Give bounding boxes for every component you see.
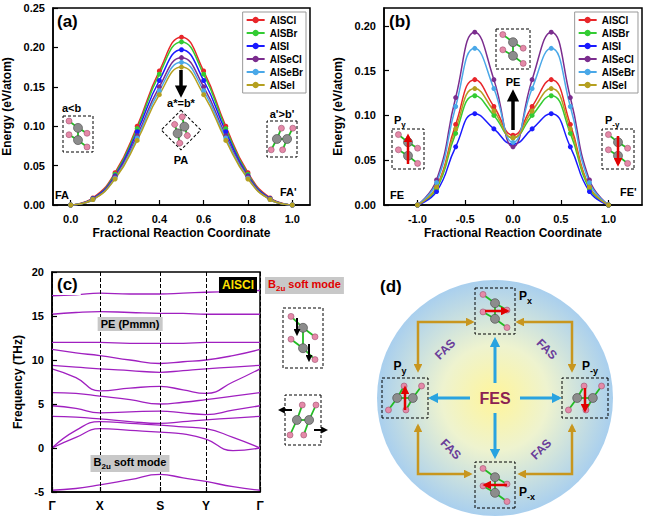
svg-text:1.0: 1.0 xyxy=(285,213,300,225)
svg-text:0.20: 0.20 xyxy=(355,20,376,32)
svg-text:Γ: Γ xyxy=(256,499,264,513)
svg-text:a<b: a<b xyxy=(62,102,82,114)
svg-text:FAS: FAS xyxy=(534,336,560,362)
svg-text:Fractional Reaction Coordinate: Fractional Reaction Coordinate xyxy=(424,226,602,240)
svg-text:AlSeBr: AlSeBr xyxy=(270,67,303,78)
svg-text:AlSeI: AlSeI xyxy=(270,80,295,91)
svg-text:(a): (a) xyxy=(57,12,78,31)
svg-text:AlSCl: AlSCl xyxy=(222,278,254,292)
svg-text:0.25: 0.25 xyxy=(24,2,45,14)
svg-text:Fractional Reaction Coordinate: Fractional Reaction Coordinate xyxy=(92,226,270,240)
svg-text:0.5: 0.5 xyxy=(553,213,568,225)
svg-text:FE': FE' xyxy=(620,186,637,198)
svg-text:0.15: 0.15 xyxy=(24,81,45,93)
svg-text:0.15: 0.15 xyxy=(355,65,376,77)
svg-text:0.00: 0.00 xyxy=(24,199,45,211)
svg-text:B2u soft mode: B2u soft mode xyxy=(268,278,341,293)
svg-text:5: 5 xyxy=(38,398,44,410)
svg-text:(c): (c) xyxy=(57,275,78,294)
svg-text:AlSeI: AlSeI xyxy=(602,80,627,91)
svg-text:S: S xyxy=(156,499,164,513)
svg-text:0.0: 0.0 xyxy=(63,213,78,225)
svg-text:0.00: 0.00 xyxy=(355,199,376,211)
svg-text:P-y: P-y xyxy=(582,359,598,376)
svg-text:0.20: 0.20 xyxy=(24,41,45,53)
svg-text:10: 10 xyxy=(32,354,44,366)
svg-text:Px: Px xyxy=(519,289,532,306)
svg-text:-1.0: -1.0 xyxy=(408,213,427,225)
svg-text:AlSI: AlSI xyxy=(602,41,622,52)
svg-text:(b): (b) xyxy=(389,12,411,31)
svg-text:PE (Pmmn): PE (Pmmn) xyxy=(101,318,160,330)
svg-text:X: X xyxy=(96,499,104,513)
svg-text:0.05: 0.05 xyxy=(355,154,376,166)
svg-text:P-y: P-y xyxy=(605,114,620,129)
svg-text:AlSCl: AlSCl xyxy=(602,15,629,26)
svg-text:Y: Y xyxy=(202,499,210,513)
svg-text:FE: FE xyxy=(390,189,404,201)
svg-text:Energy (eV/atom): Energy (eV/atom) xyxy=(0,57,14,156)
svg-text:AlSI: AlSI xyxy=(270,41,290,52)
svg-text:Py: Py xyxy=(393,359,406,376)
svg-text:0.10: 0.10 xyxy=(355,109,376,121)
svg-text:PE: PE xyxy=(506,76,521,88)
svg-text:AlSBr: AlSBr xyxy=(270,28,298,39)
svg-text:Γ: Γ xyxy=(48,499,56,513)
svg-text:Frequency (THz): Frequency (THz) xyxy=(11,335,25,429)
svg-text:AlSCl: AlSCl xyxy=(270,15,297,26)
svg-text:P-x: P-x xyxy=(519,485,535,502)
svg-text:AlSeCl: AlSeCl xyxy=(602,54,634,65)
svg-text:a*=b*: a*=b* xyxy=(167,97,196,109)
svg-text:B2u soft mode: B2u soft mode xyxy=(94,456,167,471)
svg-text:0: 0 xyxy=(38,442,44,454)
svg-text:0.4: 0.4 xyxy=(152,213,168,225)
svg-text:Py: Py xyxy=(394,114,406,129)
svg-text:FAS: FAS xyxy=(432,336,458,362)
svg-text:0.6: 0.6 xyxy=(196,213,211,225)
svg-text:a'>b': a'>b' xyxy=(270,108,295,120)
svg-text:0.05: 0.05 xyxy=(24,160,45,172)
svg-text:-0.5: -0.5 xyxy=(456,213,475,225)
svg-text:FAS: FAS xyxy=(438,436,464,462)
svg-text:Energy (eV/atom): Energy (eV/atom) xyxy=(331,57,345,156)
svg-text:15: 15 xyxy=(32,310,44,322)
svg-text:AlSBr: AlSBr xyxy=(602,28,630,39)
svg-text:0.10: 0.10 xyxy=(24,120,45,132)
svg-text:FAS: FAS xyxy=(528,436,554,462)
svg-text:AlSeCl: AlSeCl xyxy=(270,54,302,65)
svg-text:FES: FES xyxy=(479,390,510,407)
svg-text:AlSeBr: AlSeBr xyxy=(602,67,635,78)
svg-text:1.0: 1.0 xyxy=(601,213,616,225)
svg-text:-5: -5 xyxy=(34,486,44,498)
svg-text:PA: PA xyxy=(174,154,189,166)
svg-text:0.0: 0.0 xyxy=(505,213,520,225)
svg-text:20: 20 xyxy=(32,266,44,278)
svg-text:FA': FA' xyxy=(280,186,297,198)
svg-text:0.8: 0.8 xyxy=(240,213,255,225)
svg-text:(d): (d) xyxy=(380,277,402,296)
svg-text:FA: FA xyxy=(55,189,69,201)
svg-text:0.2: 0.2 xyxy=(107,213,122,225)
